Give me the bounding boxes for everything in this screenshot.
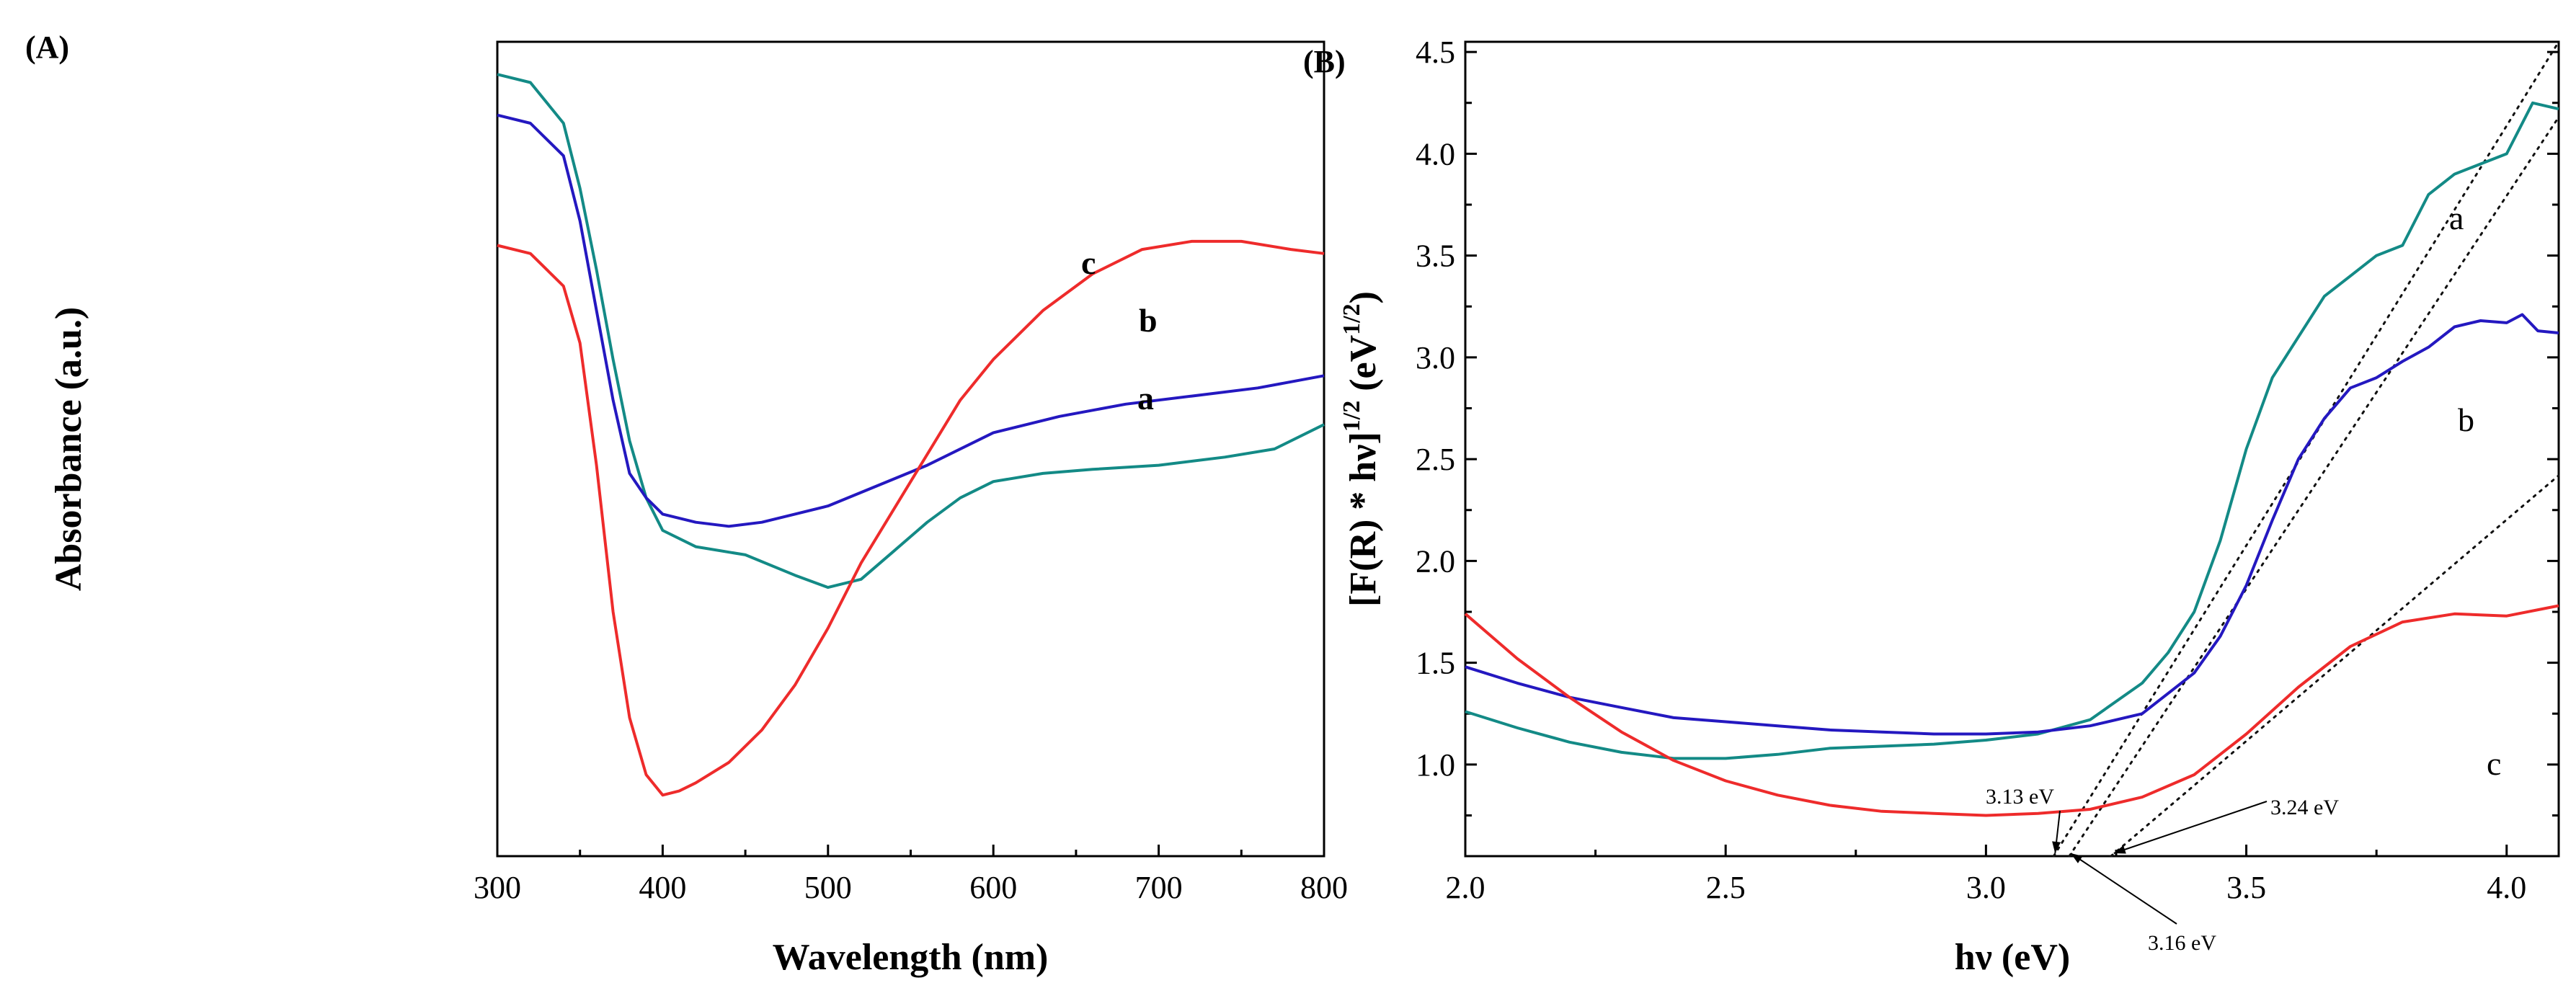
panel-b-x-tick-label: 3.0 — [1966, 870, 2006, 905]
arrow-3-24-ev — [2113, 801, 2268, 854]
panel-a-x-tick-label: 700 — [1135, 870, 1183, 905]
y-title-close: ) — [1343, 291, 1384, 303]
svg-text:[F(R) * hν]1/2 (eV1/2): [F(R) * hν]1/2 (eV1/2) — [1338, 291, 1384, 607]
tangent-line-a — [2052, 40, 2560, 858]
y-title-main: [F(R) * hν] — [1343, 432, 1384, 607]
panel-b-curves — [1464, 101, 2559, 817]
panel-b-x-tick-label: 4.0 — [2487, 870, 2526, 905]
panel-b-series-b — [1465, 313, 2559, 736]
y-title-unit: (eV — [1343, 335, 1384, 401]
panel-a-y-axis-title: Absorbance (a.u.) — [48, 307, 89, 591]
panel-b-y-tick-label: 3.0 — [1416, 340, 1455, 375]
panel-b-x-ticks: 2.0 2.5 3.0 3.5 4.0 — [1446, 845, 2526, 905]
panel-b: (B) 2.0 2.5 3.0 3.5 4.0 1.0 1.5 2.0 2.5 3.0 3.5 4.… — [1303, 35, 2560, 978]
panel-a-series-c — [497, 239, 1325, 797]
y-title-exp2: 1/2 — [1338, 303, 1365, 334]
panel-a-x-tick-label: 600 — [969, 870, 1017, 905]
panel-b-y-ticks: 1.0 1.5 2.0 2.5 3.0 3.5 4.0 4.5 — [1416, 35, 2559, 817]
panel-a-curve-label-c: c — [1081, 244, 1096, 281]
panel-b-curve-label-c: c — [2487, 745, 2501, 782]
panel-b-tangent-lines — [2052, 40, 2560, 858]
y-title-exp1: 1/2 — [1338, 401, 1365, 432]
panel-a-x-tick-label: 400 — [639, 870, 686, 905]
panel-a-x-tick-label: 300 — [474, 870, 521, 905]
arrow-3-16-ev-head — [2070, 853, 2083, 863]
panel-b-y-tick-label: 1.5 — [1416, 646, 1455, 681]
panel-b-label: (B) — [1303, 44, 1346, 79]
panel-a-curve-label-a: a — [1137, 380, 1154, 417]
arrow-3-16-ev — [2070, 853, 2177, 925]
panel-b-y-tick-label: 3.5 — [1416, 239, 1455, 274]
annotation-3-16-ev: 3.16 eV — [2148, 931, 2216, 955]
panel-a-curves — [497, 73, 1325, 797]
tangent-line-c — [2110, 474, 2560, 858]
panel-b-series-c — [1464, 604, 2559, 817]
panel-b-x-tick-label: 2.5 — [1706, 870, 1746, 905]
panel-a-x-tick-label: 800 — [1300, 870, 1348, 905]
panel-b-x-tick-label: 2.0 — [1446, 870, 1485, 905]
panel-b-y-axis-title: [F(R) * hν]1/2 (eV1/2) — [1338, 291, 1384, 607]
panel-b-x-axis-title: hν (eV) — [1955, 937, 2070, 978]
panel-a-label: (A) — [25, 30, 69, 65]
panel-b-y-tick-label: 2.0 — [1416, 543, 1455, 579]
panel-a-curve-label-b: b — [1139, 302, 1158, 339]
tangent-line-b — [2068, 116, 2560, 858]
panel-b-series-a — [1465, 101, 2559, 760]
annotation-3-24-ev: 3.24 eV — [2270, 796, 2339, 819]
panel-b-y-tick-label: 4.0 — [1416, 136, 1455, 172]
panel-b-plot-frame — [1464, 40, 2560, 858]
panel-a-series-a — [497, 73, 1325, 590]
panel-a: (A) 300 400 500 600 700 800 c b a Wavelength … — [25, 30, 1348, 978]
annotation-3-13-ev: 3.13 eV — [1986, 785, 2054, 809]
panel-a-x-tick-label: 500 — [804, 870, 852, 905]
panel-b-y-tick-label: 2.5 — [1416, 442, 1455, 477]
arrow-3-24-ev-head — [2113, 845, 2126, 854]
panel-b-y-tick-label: 1.0 — [1416, 747, 1455, 783]
panel-b-curve-label-a: a — [2449, 200, 2464, 236]
panel-b-curve-label-b: b — [2458, 401, 2474, 438]
panel-b-annotation-arrows — [2052, 801, 2268, 925]
arrow-3-13-ev-head — [2052, 841, 2061, 853]
panel-a-plot-frame — [496, 40, 1325, 858]
panel-b-x-tick-label: 3.5 — [2226, 870, 2266, 905]
panel-b-y-tick-label: 4.5 — [1416, 35, 1455, 70]
panel-a-x-ticks: 300 400 500 600 700 800 — [474, 845, 1348, 905]
panel-a-series-b — [497, 113, 1325, 528]
panel-a-x-axis-title: Wavelength (nm) — [773, 937, 1049, 978]
